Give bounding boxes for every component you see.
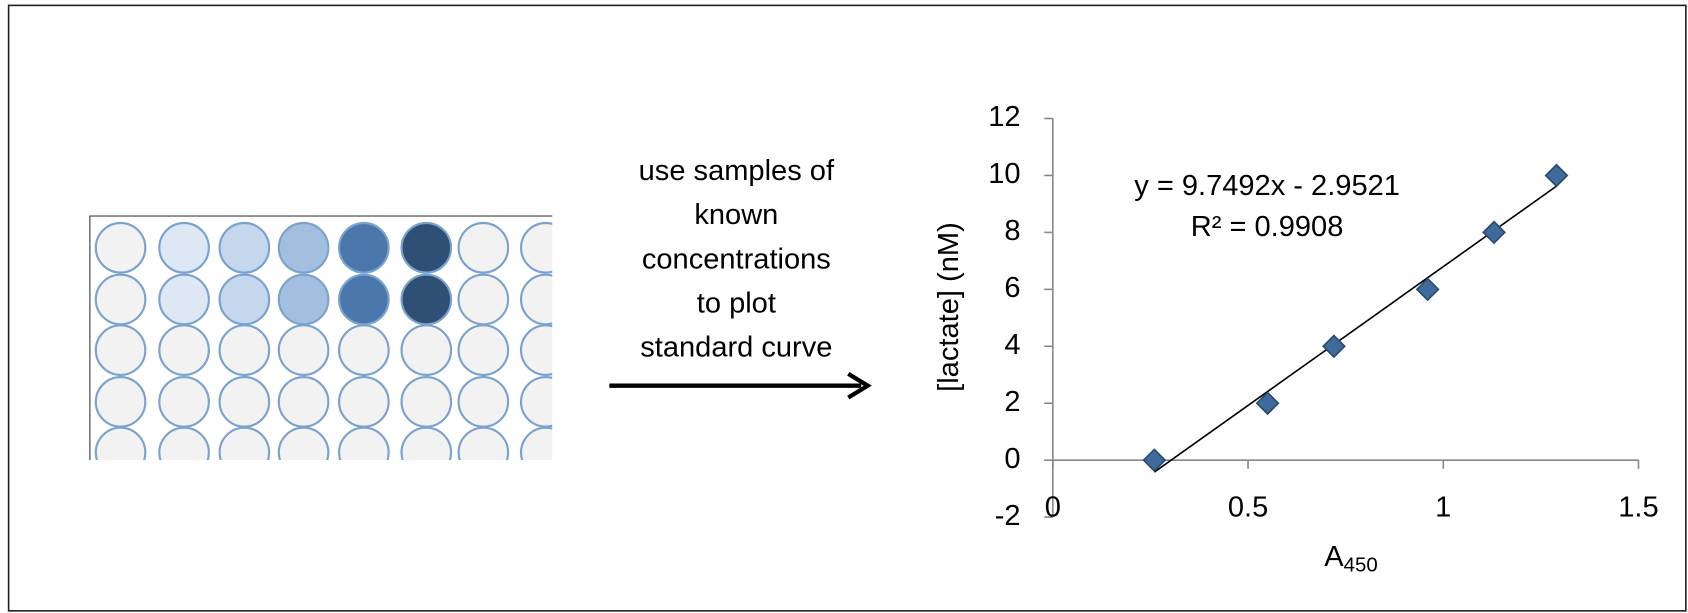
y-tick-label: 10 <box>988 158 1020 190</box>
well <box>220 325 270 375</box>
y-tick-label: -2 <box>995 500 1021 532</box>
well <box>279 377 329 427</box>
y-tick-label: 0 <box>1004 443 1020 475</box>
trendline-annotation: y = 9.7492x - 2.9521 <box>1134 170 1400 202</box>
y-tick-label: 12 <box>988 101 1020 133</box>
well <box>96 325 146 375</box>
y-axis-label: [lactate] (nM) <box>933 222 965 392</box>
well <box>339 325 389 375</box>
well <box>402 223 452 273</box>
well <box>96 275 146 325</box>
x-tick-label: 1.5 <box>1618 491 1658 523</box>
arrow-label: known <box>694 199 778 231</box>
x-tick-label: 0.5 <box>1228 491 1268 523</box>
well <box>220 275 270 325</box>
well-plate <box>89 215 570 477</box>
y-tick-label: 6 <box>1004 272 1020 304</box>
figure: use samples of known concentrations to plot… <box>0 0 1688 613</box>
x-tick-label: 0 <box>1045 491 1061 523</box>
page: use samples of known concentrations to plot… <box>0 0 1688 613</box>
well <box>279 223 329 273</box>
well <box>339 377 389 427</box>
well <box>279 325 329 375</box>
well <box>459 275 509 325</box>
well <box>159 377 209 427</box>
x-tick-label: 1 <box>1435 491 1451 523</box>
well <box>459 325 509 375</box>
x-label-main: A <box>1324 541 1344 573</box>
arrow-label: standard curve <box>640 332 832 364</box>
well <box>339 223 389 273</box>
y-tick-label: 2 <box>1004 386 1020 418</box>
y-tick-label: 4 <box>1004 329 1020 361</box>
well <box>459 223 509 273</box>
well <box>96 223 146 273</box>
well <box>96 377 146 427</box>
arrow-label: concentrations <box>642 243 831 275</box>
well <box>402 325 452 375</box>
well <box>159 223 209 273</box>
well <box>459 377 509 427</box>
well <box>402 377 452 427</box>
well <box>220 223 270 273</box>
arrow-label: to plot <box>697 288 776 320</box>
well <box>220 377 270 427</box>
well <box>159 325 209 375</box>
well <box>339 275 389 325</box>
trendline-annotation: R² = 0.9908 <box>1191 211 1344 243</box>
y-tick-label: 8 <box>1004 215 1020 247</box>
well <box>279 275 329 325</box>
arrow-label: use samples of <box>639 155 835 187</box>
x-label-subscript: 450 <box>1344 554 1378 577</box>
well <box>159 275 209 325</box>
well <box>402 275 452 325</box>
